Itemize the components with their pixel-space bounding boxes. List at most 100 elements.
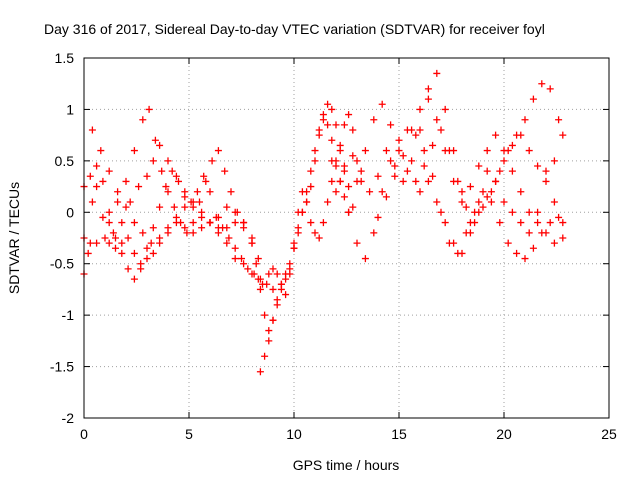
data-point	[324, 198, 332, 206]
data-point	[504, 239, 512, 247]
data-points	[80, 69, 567, 376]
data-point	[370, 116, 378, 124]
series-track-7	[256, 116, 353, 376]
data-point	[319, 116, 327, 124]
data-point	[86, 172, 94, 180]
data-point	[99, 177, 107, 185]
data-point	[231, 255, 239, 263]
data-point	[175, 177, 182, 185]
data-point	[349, 203, 357, 211]
data-point	[466, 219, 474, 227]
data-point	[483, 147, 491, 155]
grid-lines	[84, 58, 609, 418]
data-point	[261, 311, 269, 319]
data-point	[387, 157, 395, 165]
data-point	[424, 85, 432, 93]
data-point	[345, 111, 353, 119]
data-point	[181, 188, 189, 196]
data-point	[97, 147, 105, 155]
data-point	[521, 116, 529, 124]
data-point	[206, 188, 214, 196]
data-point	[475, 208, 483, 216]
data-point	[86, 239, 94, 247]
data-point	[387, 121, 395, 129]
data-point	[145, 105, 153, 113]
data-point	[336, 147, 344, 155]
data-point	[479, 203, 487, 211]
data-point	[122, 203, 130, 211]
data-point	[399, 152, 407, 160]
data-point	[328, 136, 336, 144]
data-point	[112, 244, 119, 252]
data-point	[399, 177, 407, 185]
data-point	[311, 147, 319, 155]
data-point	[101, 234, 109, 242]
plot-frame	[83, 57, 610, 419]
data-point	[366, 188, 374, 196]
data-point	[559, 234, 567, 242]
data-point	[139, 116, 147, 124]
data-point	[424, 95, 432, 103]
data-point	[328, 157, 336, 165]
data-point	[118, 249, 126, 257]
data-point	[546, 219, 554, 227]
data-point	[170, 203, 178, 211]
data-point	[298, 188, 306, 196]
series-track-5	[105, 105, 248, 237]
data-point	[395, 147, 403, 155]
data-point	[311, 157, 319, 165]
data-point	[130, 147, 138, 155]
data-point	[496, 167, 504, 175]
data-point	[206, 219, 214, 227]
data-point	[374, 213, 382, 221]
data-point	[483, 193, 491, 201]
data-point	[487, 198, 495, 206]
data-point	[441, 105, 449, 113]
data-point	[534, 162, 542, 170]
x-tick-label: 5	[185, 426, 193, 442]
y-tick-label: -0.5	[50, 256, 74, 272]
data-point	[529, 95, 537, 103]
data-point	[508, 167, 516, 175]
data-point	[378, 188, 386, 196]
data-point	[223, 224, 231, 232]
data-point	[233, 208, 241, 216]
data-point	[294, 224, 302, 232]
data-point	[221, 167, 229, 175]
series-track-11	[353, 80, 563, 227]
data-point	[382, 147, 390, 155]
data-point	[454, 177, 462, 185]
data-point	[109, 229, 117, 237]
data-point	[433, 198, 441, 206]
data-point	[529, 244, 537, 252]
data-point	[118, 219, 126, 227]
data-point	[156, 141, 164, 149]
data-point	[517, 188, 525, 196]
data-point	[466, 229, 474, 237]
data-point	[303, 198, 311, 206]
data-point	[433, 116, 441, 124]
data-point	[395, 136, 403, 144]
data-point	[162, 183, 170, 191]
series-track-12	[374, 69, 567, 227]
data-point	[420, 162, 428, 170]
data-point	[332, 188, 340, 196]
data-point	[424, 177, 432, 185]
data-point	[508, 141, 516, 149]
data-point	[500, 198, 508, 206]
data-point	[311, 229, 319, 237]
data-point	[429, 141, 437, 149]
data-point	[496, 219, 504, 227]
data-point	[340, 193, 348, 201]
data-point	[240, 219, 248, 227]
x-tick-label: 0	[80, 426, 88, 442]
data-point	[147, 239, 155, 247]
data-point	[88, 198, 96, 206]
data-point	[196, 198, 203, 206]
data-point	[189, 219, 197, 227]
data-point	[416, 105, 424, 113]
data-point	[349, 152, 357, 160]
x-tick-label: 10	[286, 426, 302, 442]
data-point	[508, 208, 516, 216]
data-point	[130, 275, 138, 283]
